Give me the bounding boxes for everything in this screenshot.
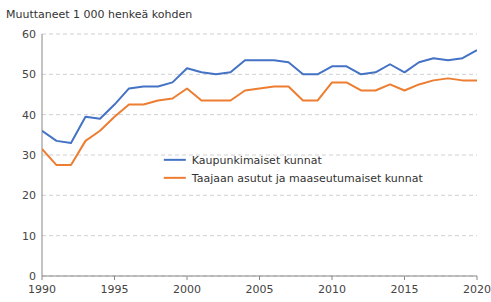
- series-line: [42, 78, 477, 165]
- grid: [42, 34, 477, 276]
- x-tick: [187, 276, 188, 280]
- x-tick-label: 2020: [463, 283, 491, 296]
- legend-label: Taajaan asutut ja maaseutumaiset kunnat: [191, 172, 424, 185]
- x-tick-label: 1990: [28, 283, 56, 296]
- x-tick: [404, 276, 405, 280]
- x-tick-label: 2000: [173, 283, 201, 296]
- series-line: [42, 50, 477, 143]
- x-tick: [259, 276, 260, 280]
- y-tick-label: 40: [22, 109, 36, 122]
- grid-line: [42, 74, 477, 75]
- x-tick: [477, 276, 478, 280]
- y-tick-label: 0: [29, 270, 36, 283]
- legend-swatch: [164, 159, 186, 161]
- legend-label: Kaupunkimaiset kunnat: [192, 154, 323, 167]
- x-axis: [42, 276, 477, 277]
- plot-area: [42, 50, 477, 165]
- y-tick-label: 10: [22, 230, 36, 243]
- grid-line: [42, 195, 477, 196]
- legend: Kaupunkimaiset kunnat Taajaan asutut ja m…: [164, 154, 424, 185]
- grid-line: [42, 114, 477, 115]
- x-tick-label: 2005: [246, 283, 274, 296]
- x-tick: [114, 276, 115, 280]
- y-tick-label: 20: [22, 189, 36, 202]
- y-tick-label: 30: [22, 149, 36, 162]
- y-tick-label: 50: [22, 68, 36, 81]
- y-axis-label: Muuttaneet 1 000 henkeä kohden: [6, 8, 192, 21]
- grid-line: [42, 276, 477, 277]
- legend-swatch: [164, 177, 186, 179]
- x-tick: [42, 276, 43, 280]
- x-tick-label: 1995: [101, 283, 129, 296]
- x-tick: [332, 276, 333, 280]
- y-tick-label: 60: [22, 28, 36, 41]
- x-tick-label: 2015: [391, 283, 419, 296]
- grid-line: [42, 34, 477, 35]
- x-tick-label: 2010: [318, 283, 346, 296]
- y-axis: [42, 34, 43, 276]
- grid-line: [42, 235, 477, 236]
- chart: Muuttaneet 1 000 henkeä kohden 0 10 20 30 40 5…: [0, 0, 491, 302]
